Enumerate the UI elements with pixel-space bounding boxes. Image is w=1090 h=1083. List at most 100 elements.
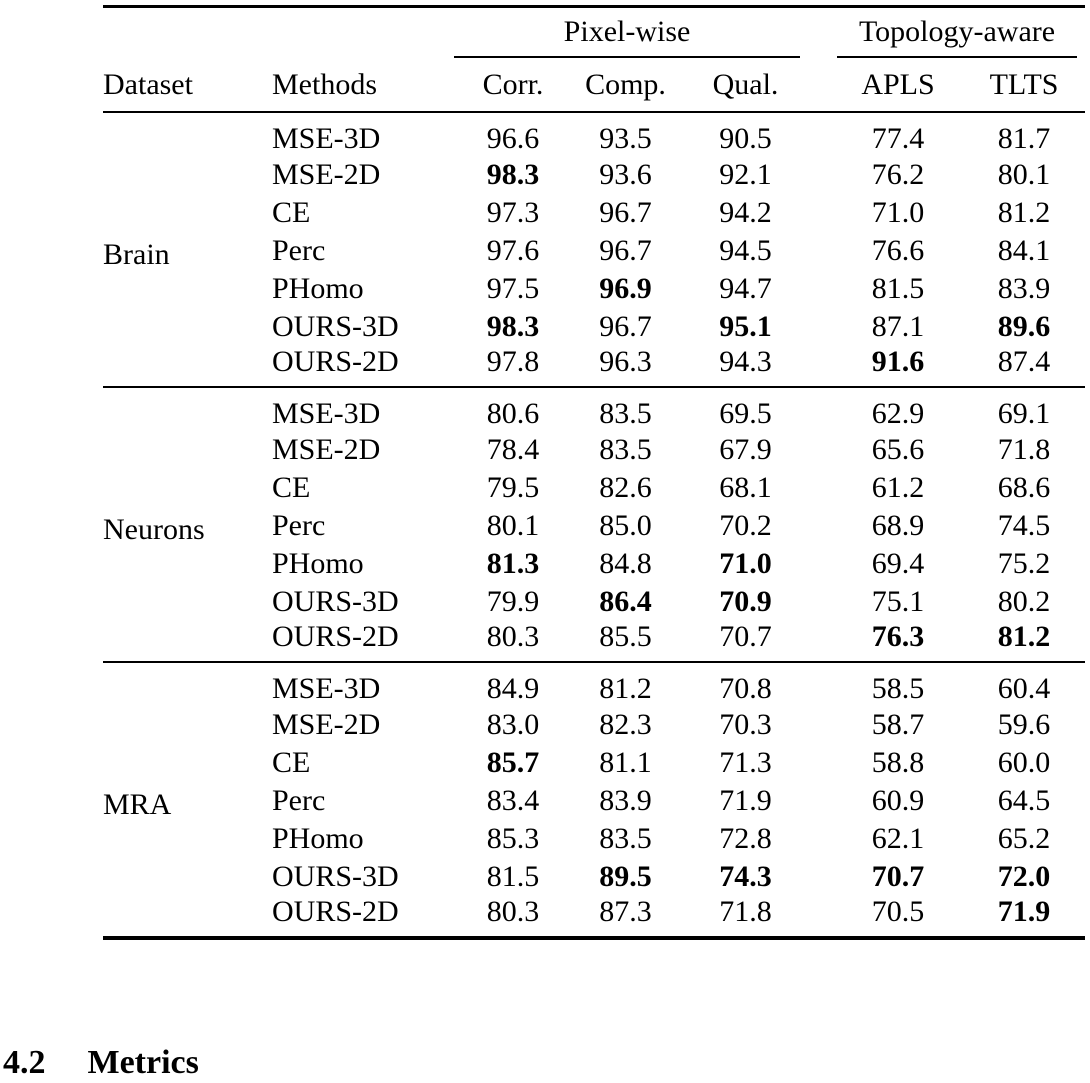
value-cell: 85.0	[599, 508, 652, 542]
value-cell: 60.0	[997, 745, 1051, 779]
value-cell: 68.1	[719, 470, 772, 504]
value-cell: 81.2	[599, 672, 652, 705]
value-cell: 70.2	[719, 508, 772, 542]
value-cell: 74.5	[997, 508, 1051, 542]
value-cell: 67.9	[719, 432, 772, 466]
method-name: PHomo	[272, 821, 364, 855]
value-cell: 92.1	[719, 157, 772, 191]
table-row: MSE-2D 83.0 82.3 70.3 58.7 59.6	[103, 705, 1085, 743]
section-heading-title: Metrics	[87, 1044, 199, 1081]
value-cell: 70.5	[871, 895, 925, 928]
value-cell: 76.2	[871, 157, 925, 191]
value-cell: 83.4	[486, 783, 540, 817]
method-name: MSE-2D	[272, 157, 381, 191]
value-cell: 96.6	[486, 122, 540, 155]
value-cell: 83.5	[599, 821, 652, 855]
group-header-spacer	[103, 7, 458, 59]
value-cell: 82.3	[599, 707, 652, 741]
value-cell: 87.4	[997, 345, 1051, 378]
value-cell: 74.3	[719, 859, 772, 893]
method-name: Perc	[272, 233, 326, 267]
method-name: OURS-3D	[272, 309, 399, 343]
value-cell: 98.3	[486, 309, 540, 343]
value-cell: 81.3	[486, 546, 540, 580]
method-name: MSE-3D	[272, 122, 381, 155]
value-cell: 89.5	[599, 859, 652, 893]
column-header-qual: Qual.	[683, 58, 809, 113]
value-cell: 96.7	[599, 195, 652, 229]
value-cell: 81.5	[486, 859, 540, 893]
value-cell: 82.6	[599, 470, 652, 504]
value-cell: 77.4	[871, 122, 925, 155]
table-row: OURS-3D 98.3 96.7 95.1 87.1 89.6	[103, 307, 1085, 345]
value-cell: 94.2	[719, 195, 772, 229]
value-cell: 71.9	[997, 895, 1051, 928]
value-cell: 76.3	[871, 620, 925, 653]
value-cell: 93.6	[599, 157, 652, 191]
value-cell: 71.9	[719, 783, 772, 817]
value-cell: 72.8	[719, 821, 772, 855]
method-name: OURS-3D	[272, 859, 399, 893]
table-row: MSE-2D 98.3 93.6 92.1 76.2 80.1	[103, 155, 1085, 193]
value-cell: 58.8	[871, 745, 925, 779]
column-header-row: Dataset Methods Corr. Comp. Qual. APLS T…	[103, 58, 1086, 113]
section-heading-number: 4.2	[3, 1044, 46, 1081]
method-name: MSE-2D	[272, 707, 381, 741]
value-cell: 70.9	[719, 584, 772, 618]
value-cell: 81.2	[997, 195, 1051, 229]
table-row: PHomo 97.5 96.9 94.7 81.5 83.9	[103, 269, 1085, 307]
group-header-row: Pixel-wise Topology-aware	[103, 7, 1085, 59]
value-cell: 80.3	[486, 620, 540, 653]
method-name: PHomo	[272, 271, 364, 305]
value-cell: 68.9	[871, 508, 925, 542]
value-cell: 81.5	[871, 271, 925, 305]
table-row: CE 85.7 81.1 71.3 58.8 60.0	[103, 743, 1085, 781]
table-row: OURS-3D 79.9 86.4 70.9 75.1 80.2	[103, 582, 1085, 620]
method-name: OURS-2D	[272, 345, 399, 378]
table-row: Neurons MSE-3D 80.6 83.5 69.5 62.9 69.1	[103, 387, 1085, 546]
value-cell: 94.3	[719, 345, 772, 378]
value-cell: 86.4	[599, 584, 652, 618]
value-cell: 60.9	[871, 783, 925, 817]
table-row: PHomo 81.3 84.8 71.0 69.4 75.2	[103, 544, 1085, 582]
value-cell: 69.5	[719, 397, 772, 430]
value-cell: 84.8	[599, 546, 652, 580]
value-cell: 83.5	[599, 397, 652, 430]
value-cell: 79.9	[486, 584, 540, 618]
value-cell: 60.4	[997, 672, 1051, 705]
column-header-apls: APLS	[808, 58, 964, 113]
value-cell: 80.1	[997, 157, 1051, 191]
value-cell: 61.2	[871, 470, 925, 504]
method-name: Perc	[272, 783, 326, 817]
value-cell: 64.5	[997, 783, 1051, 817]
method-name: Perc	[272, 508, 326, 542]
column-header-methods: Methods	[272, 58, 458, 113]
value-cell: 69.1	[997, 397, 1051, 430]
value-cell: 65.2	[997, 821, 1051, 855]
value-cell: 91.6	[871, 345, 925, 378]
value-cell: 89.6	[997, 309, 1051, 343]
value-cell: 79.5	[486, 470, 540, 504]
table-row: CE 79.5 82.6 68.1 61.2 68.6	[103, 468, 1085, 506]
value-cell: 97.8	[486, 345, 540, 378]
value-cell: 85.3	[486, 821, 540, 855]
value-cell: 83.9	[599, 783, 652, 817]
method-name: MSE-3D	[272, 397, 381, 430]
dataset-label: MRA	[103, 787, 172, 821]
table-row: CE 97.3 96.7 94.2 71.0 81.2	[103, 193, 1085, 231]
column-header-comp: Comp.	[568, 58, 683, 113]
value-cell: 84.9	[486, 672, 540, 705]
value-cell: 94.7	[719, 271, 772, 305]
table-row: Perc 80.1 85.0 70.2 68.9 74.5	[103, 506, 1085, 544]
topology-aware-group-header: Topology-aware	[808, 7, 1085, 58]
value-cell: 71.8	[997, 432, 1051, 466]
table-row: OURS-3D 81.5 89.5 74.3 70.7 72.0	[103, 857, 1085, 895]
value-cell: 97.3	[486, 195, 540, 229]
method-name: MSE-2D	[272, 432, 381, 466]
table-row: OURS-2D 97.8 96.3 94.3 91.6 87.4	[103, 345, 1085, 387]
value-cell: 87.1	[871, 309, 925, 343]
table-row: OURS-2D 80.3 87.3 71.8 70.5 71.9	[103, 895, 1085, 938]
table-section-brain: Brain MSE-3D 96.6 93.5 90.5 77.4 81.7 MSE-2D 98.…	[103, 112, 1086, 387]
value-cell: 85.5	[599, 620, 652, 653]
value-cell: 58.5	[871, 672, 925, 705]
